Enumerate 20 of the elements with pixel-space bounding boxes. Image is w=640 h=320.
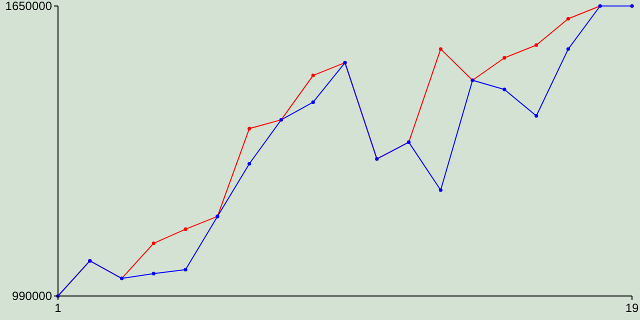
x-tick-label: 1 [54, 301, 62, 315]
point [152, 272, 156, 276]
point [534, 114, 538, 118]
point [566, 47, 570, 51]
point [248, 126, 252, 130]
point [152, 241, 156, 246]
point [502, 56, 506, 60]
point [502, 88, 506, 92]
point [566, 16, 570, 21]
point [438, 47, 442, 51]
point [248, 162, 252, 166]
point [311, 74, 315, 78]
point [184, 268, 188, 272]
point [311, 100, 315, 104]
y-tick-label: 990000 [12, 289, 52, 304]
y-tick-label: 1650000 [5, 0, 52, 14]
point [184, 227, 188, 232]
point [438, 188, 442, 192]
x-tick-label: 19 [625, 301, 639, 315]
point [534, 43, 538, 47]
